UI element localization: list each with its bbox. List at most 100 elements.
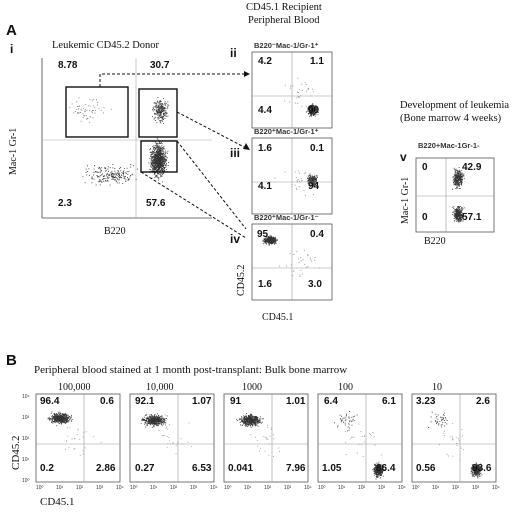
donor-q-ur: 30.7 bbox=[150, 60, 170, 71]
recipient-iv-q-lr: 3.0 bbox=[308, 279, 322, 290]
b2-xtick-2: 10² bbox=[170, 485, 178, 491]
recipient-title-1: CD45.1 Recipient bbox=[246, 2, 322, 13]
recipient-x-axis: CD45.1 bbox=[262, 312, 294, 323]
leukemia-y-axis: Mac-1 Gr-1 bbox=[400, 176, 411, 224]
recipient-iii-plot bbox=[251, 137, 333, 215]
leukemia-q-lr: 57.1 bbox=[462, 212, 482, 223]
dose-label-1: 100,000 bbox=[58, 382, 91, 393]
b1-xtick-2: 10² bbox=[76, 485, 84, 491]
b2-q-ll: 0.27 bbox=[135, 463, 155, 474]
recipient-title-2: Peripheral Blood bbox=[248, 15, 320, 26]
b2-xtick-3: 10³ bbox=[190, 485, 198, 491]
dose-label-4: 100 bbox=[338, 382, 353, 393]
donor-q-lr: 57.6 bbox=[146, 198, 166, 209]
panel-b-x-axis: CD45.1 bbox=[40, 496, 75, 508]
donor-gate-1 bbox=[65, 86, 129, 138]
b4-dots bbox=[334, 411, 385, 480]
b5-xtick-2: 10² bbox=[452, 485, 460, 491]
recipient-iii-q-ur: 0.1 bbox=[310, 143, 324, 154]
b5-q-ur: 2.6 bbox=[476, 396, 490, 407]
recipient-y-axis: CD45.2 bbox=[236, 264, 247, 296]
b5-xtick-3: 10³ bbox=[472, 485, 480, 491]
recipient-ii-q-ll: 4.4 bbox=[258, 105, 272, 116]
b1-ytick-2: 10² bbox=[22, 436, 30, 442]
donor-q-ll: 2.3 bbox=[58, 198, 72, 209]
recipient-iv-dots bbox=[262, 235, 321, 277]
dose-label-5: 10 bbox=[432, 382, 442, 393]
b3-xtick-3: 10³ bbox=[284, 485, 292, 491]
b3-q-ul: 91 bbox=[230, 396, 242, 407]
b3-q-ur: 1.01 bbox=[286, 396, 306, 407]
b5-xtick-4: 10⁴ bbox=[492, 485, 500, 491]
recipient-ii-plot bbox=[251, 51, 333, 129]
panel-a-letter: A bbox=[6, 22, 17, 39]
leukemia-gate: B220+Mac-1Gr-1- bbox=[418, 141, 480, 150]
recipient-ii-q-ur: 1.1 bbox=[310, 56, 324, 67]
b1-q-ul: 96.4 bbox=[40, 396, 60, 407]
leukemia-q-ul: 0 bbox=[422, 162, 428, 173]
leukemia-plot bbox=[415, 157, 495, 233]
b3-q-lr: 7.96 bbox=[286, 463, 306, 474]
donor-x-axis: B220 bbox=[104, 226, 126, 237]
connector-ii-arrow bbox=[244, 71, 250, 77]
b1-plot bbox=[35, 393, 121, 483]
recipient-iv-q-ur: 0.4 bbox=[310, 229, 324, 240]
b4-q-ll: 1.05 bbox=[322, 463, 342, 474]
b5-xtick-0: 10⁰ bbox=[412, 485, 420, 491]
recipient-iii-roman: iii bbox=[230, 146, 241, 160]
b3-xtick-2: 10² bbox=[264, 485, 272, 491]
b2-xtick-1: 10¹ bbox=[150, 485, 158, 491]
b1-ytick-3: 10³ bbox=[22, 415, 30, 421]
b4-plot bbox=[317, 393, 403, 483]
b5-q-ll: 0.56 bbox=[416, 463, 436, 474]
connector-iii bbox=[176, 111, 247, 149]
b4-xtick-4: 10⁴ bbox=[398, 485, 406, 491]
leukemia-x-axis: B220 bbox=[424, 236, 446, 247]
b3-q-ll: 0.041 bbox=[228, 463, 254, 474]
panel-b-letter: B bbox=[6, 352, 17, 369]
donor-y-axis: Mac-1 Gr-1 bbox=[8, 127, 19, 175]
b1-xtick-1: 10¹ bbox=[56, 485, 64, 491]
b5-q-lr: 93.6 bbox=[472, 463, 492, 474]
b2-q-lr: 6.53 bbox=[192, 463, 212, 474]
b2-q-ur: 1.07 bbox=[192, 396, 212, 407]
leukemia-q-ur: 42.9 bbox=[462, 162, 482, 173]
connector-iv-a bbox=[176, 140, 247, 230]
b2-xtick-4: 10⁴ bbox=[210, 485, 218, 491]
recipient-iii-gate: B220⁺Mac-1/Gr-1⁺ bbox=[254, 127, 319, 136]
b3-plot bbox=[223, 393, 309, 483]
recipient-ii-gate: B220⁻Mac-1/Gr-1⁺ bbox=[254, 41, 319, 50]
recipient-iv-q-ul: 95 bbox=[257, 229, 269, 240]
connector-iv-b bbox=[140, 171, 247, 239]
donor-gate-3 bbox=[140, 140, 178, 173]
connector-iii-arrow bbox=[243, 143, 250, 150]
b1-xtick-3: 10³ bbox=[96, 485, 104, 491]
b1-xtick-4: 10⁴ bbox=[116, 485, 124, 491]
connector-ii bbox=[99, 73, 246, 87]
donor-title: Leukemic CD45.2 Donor bbox=[52, 40, 160, 51]
recipient-iv-q-ll: 1.6 bbox=[258, 279, 272, 290]
recipient-ii-dots bbox=[284, 77, 319, 117]
recipient-iv-roman: iv bbox=[230, 232, 241, 246]
b5-plot bbox=[411, 393, 497, 483]
recipient-iv-gate: B220⁺Mac-1/Gr-1⁻ bbox=[254, 213, 319, 222]
recipient-ii-q-lr: 90 bbox=[308, 105, 320, 116]
b1-dots bbox=[47, 411, 102, 456]
b1-xtick-0: 10⁰ bbox=[36, 485, 44, 491]
donor-q-ul: 8.78 bbox=[58, 60, 78, 71]
leukemia-dots bbox=[451, 167, 465, 223]
b4-q-ur: 6.1 bbox=[382, 396, 396, 407]
recipient-iii-q-lr: 94 bbox=[308, 181, 320, 192]
recipient-iii-q-ll: 4.1 bbox=[258, 181, 272, 192]
b2-xtick-0: 10⁰ bbox=[130, 485, 138, 491]
recipient-ii-roman: ii bbox=[230, 46, 237, 60]
b3-xtick-0: 10⁰ bbox=[224, 485, 232, 491]
b1-q-lr: 2.86 bbox=[96, 463, 116, 474]
recipient-iii-q-ul: 1.6 bbox=[258, 143, 272, 154]
b1-ytick-4: 10⁴ bbox=[22, 394, 30, 400]
panel-b-title: Peripheral blood stained at 1 month post… bbox=[34, 364, 348, 376]
b1-q-ur: 0.6 bbox=[100, 396, 114, 407]
b2-dots bbox=[140, 413, 193, 455]
b4-xtick-2: 10² bbox=[358, 485, 366, 491]
